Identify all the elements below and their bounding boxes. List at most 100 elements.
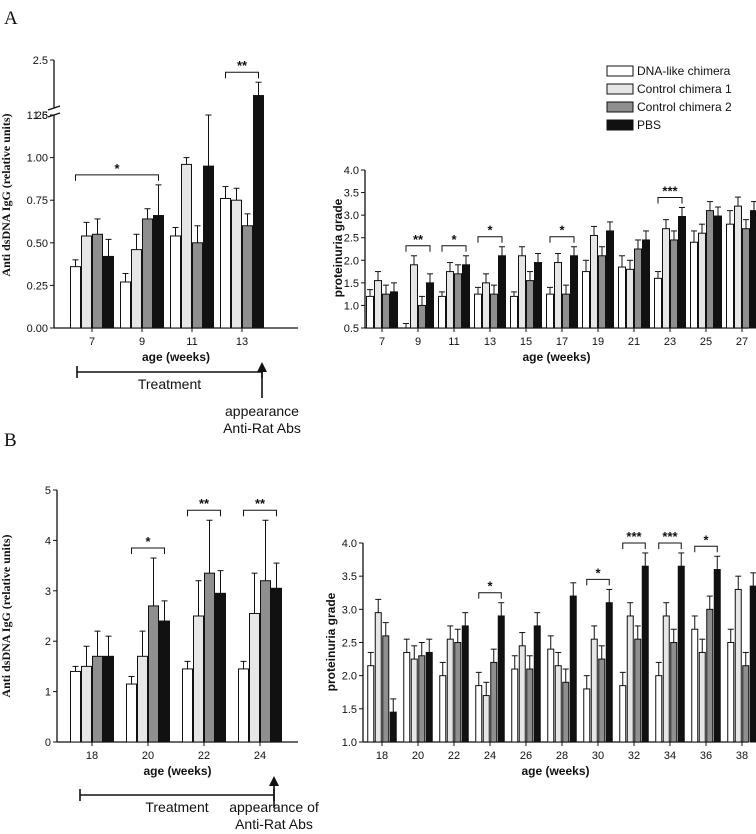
x-tick-label: 19 (592, 336, 604, 348)
significance-bracket (549, 236, 575, 243)
bar (382, 293, 390, 329)
significance-stars: * (703, 532, 709, 547)
y-tick-label: 2.5 (342, 638, 357, 650)
x-tick-label: 18 (376, 750, 388, 762)
y-tick-label: 3.0 (344, 210, 359, 222)
bar (418, 655, 426, 743)
bar (598, 255, 606, 329)
x-tick-label: 25 (700, 336, 712, 348)
significance-bracket (131, 547, 165, 555)
y-tick-label: 2.0 (344, 255, 359, 267)
bar (654, 277, 662, 329)
y-tick-label: 1 (45, 687, 51, 699)
x-tick-label: 17 (556, 336, 568, 348)
bar (410, 264, 418, 329)
x-tick-label: 22 (198, 750, 210, 762)
significance-bracket (243, 509, 277, 517)
bar (389, 711, 397, 743)
bar (605, 602, 613, 743)
y-tick-label: 3 (45, 586, 51, 598)
significance-bracket (622, 542, 646, 549)
chart-A-left (47, 59, 298, 332)
bar (103, 655, 114, 743)
bar (482, 282, 490, 329)
bar (727, 642, 735, 743)
x-tick-label: 24 (254, 750, 266, 762)
bar (153, 215, 164, 329)
bar (142, 218, 153, 329)
significance-stars: * (114, 161, 120, 176)
y-axis-label: proteinuria grade (324, 592, 338, 691)
bar (203, 165, 214, 329)
bar (726, 223, 734, 329)
panel-label-a: A (4, 8, 18, 29)
bar (562, 293, 570, 329)
x-tick-label: 24 (484, 750, 496, 762)
legend-label: Control chimera 2 (637, 100, 732, 114)
bar (70, 266, 81, 329)
significance-stars: * (487, 579, 493, 594)
bar (182, 668, 193, 743)
legend-swatch (606, 65, 634, 77)
bar (438, 295, 446, 329)
bar (81, 235, 92, 329)
significance-stars: * (559, 223, 565, 238)
bar (490, 661, 498, 743)
bar (159, 620, 170, 743)
chart-B-right (359, 542, 756, 746)
bar (534, 262, 542, 329)
bar (533, 625, 541, 743)
bar (590, 638, 598, 743)
bar (366, 295, 374, 329)
bar (642, 239, 650, 329)
bar (231, 199, 242, 329)
bar (706, 210, 714, 329)
bar (546, 293, 554, 329)
bar (120, 281, 131, 329)
bar (193, 615, 204, 743)
x-axis-label: age (weeks) (142, 350, 210, 364)
bar (518, 255, 526, 329)
legend-label: PBS (637, 118, 661, 132)
chart-A-right (361, 169, 756, 332)
bar (215, 592, 226, 743)
bar (606, 230, 614, 329)
significance-bracket (187, 509, 221, 517)
y-axis-label: Anti dsDNA IgG (relative units) (0, 534, 13, 697)
bar (626, 268, 634, 329)
bar (569, 595, 577, 743)
significance-stars: ** (255, 496, 266, 511)
significance-stars: *** (626, 529, 642, 544)
bar (192, 242, 203, 329)
bar (242, 225, 253, 329)
bar (446, 271, 454, 329)
y-tick-label: 1.5 (344, 278, 359, 290)
x-tick-label: 13 (484, 336, 496, 348)
appearance-label: appearance of (229, 799, 319, 815)
axis-break-mark (47, 105, 61, 111)
bar (425, 651, 433, 743)
bar (170, 235, 181, 329)
bar (598, 658, 606, 743)
bar (742, 228, 750, 329)
significance-stars: ** (199, 496, 210, 511)
x-tick-label: 27 (736, 336, 748, 348)
y-tick-label: 1.0 (344, 300, 359, 312)
bar (678, 215, 686, 329)
treatment-label: Treatment (145, 799, 208, 815)
significance-stars: * (145, 534, 151, 549)
x-tick-label: 20 (412, 750, 424, 762)
bar (374, 280, 382, 329)
panel-label-b: B (4, 430, 17, 451)
y-tick-label: 4.0 (344, 165, 359, 177)
bar (461, 625, 469, 743)
significance-bracket (478, 592, 502, 599)
significance-stars: ** (413, 232, 424, 247)
significance-bracket (75, 174, 159, 181)
bar (367, 665, 375, 743)
bar (410, 658, 418, 743)
bar (511, 668, 519, 743)
significance-bracket (658, 542, 682, 549)
y-axis-label: proteinuria grade (331, 198, 345, 297)
